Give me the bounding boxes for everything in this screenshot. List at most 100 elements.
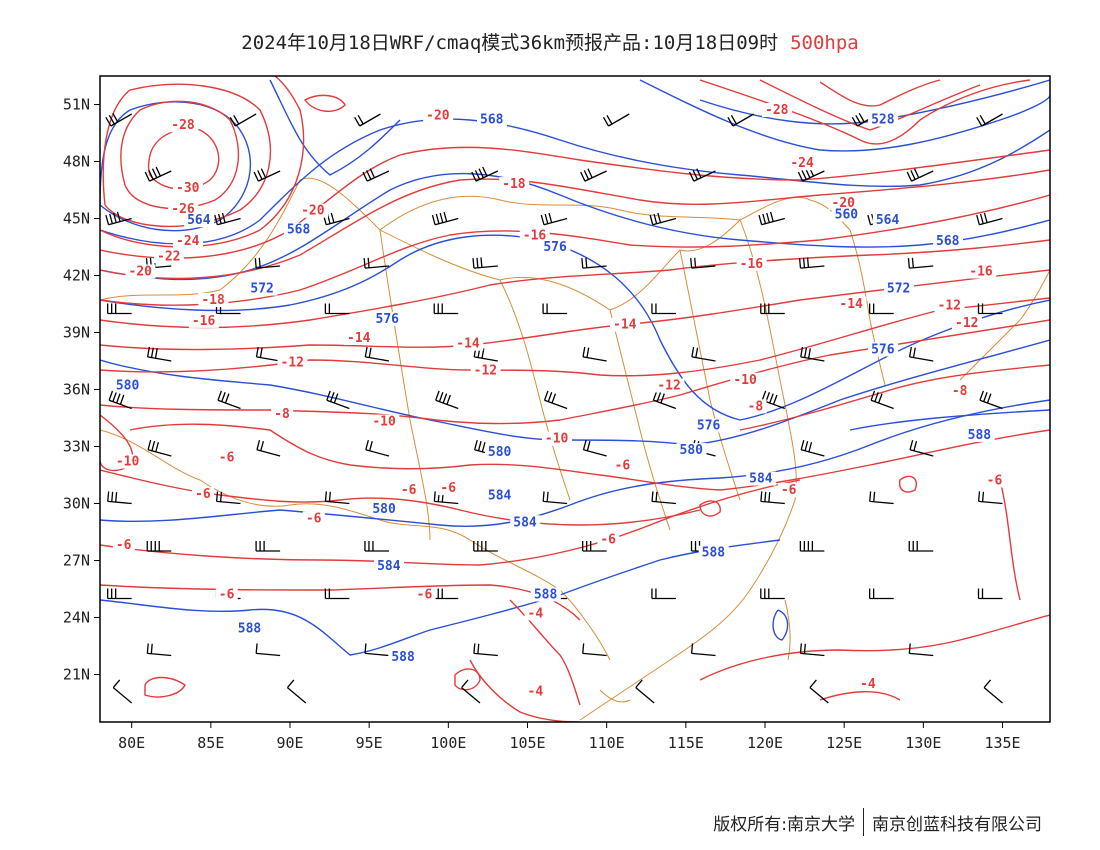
lon-tick-label: 105E: [509, 734, 545, 752]
temp-label: -16: [523, 228, 547, 243]
temp-label: -6: [195, 487, 211, 502]
height-label: 564: [187, 213, 211, 228]
temp-contour-east-north-1: [699, 79, 1031, 145]
wind-barb: [433, 303, 459, 315]
wind-barb: [906, 168, 934, 182]
height-label-bg: [510, 515, 541, 530]
lon-tick-label: 90E: [276, 734, 303, 752]
temp-label-bg: [215, 450, 238, 465]
map-frame: [99, 75, 1051, 723]
temp-label-bg: [787, 156, 818, 171]
height-label: 580: [680, 443, 704, 458]
wind-barb: [472, 257, 498, 269]
height-label: 588: [391, 650, 415, 665]
height-label-bg: [369, 502, 400, 516]
temp-label: -28: [765, 103, 789, 118]
temp-label-bg: [397, 483, 420, 497]
temp-label: -8: [952, 384, 968, 399]
border-hainan: [599, 689, 631, 703]
lat-tick-label: 39N: [63, 324, 90, 342]
wind-barb: [365, 439, 390, 457]
temp-label-bg: [736, 256, 767, 271]
wind-barb: [976, 113, 1003, 127]
wind-barb: [217, 390, 241, 410]
wind-barb: [651, 303, 676, 315]
temp-label: -30: [176, 181, 200, 196]
temp-label: -6: [219, 588, 235, 603]
height-label: 588: [702, 546, 726, 561]
height-label-bg: [693, 418, 724, 433]
height-label: 568: [480, 113, 504, 128]
temp-label-bg: [198, 293, 229, 307]
temp-label-bg: [857, 676, 879, 691]
wind-barb: [907, 257, 934, 269]
temp-label-bg: [744, 399, 767, 414]
temp-label: -6: [781, 483, 797, 498]
border-china-north: [100, 177, 851, 311]
temp-label: -10: [545, 432, 569, 447]
border-province-4: [679, 249, 741, 501]
temp-label: -6: [440, 481, 456, 496]
temp-label: -14: [613, 318, 637, 333]
wind-barb: [435, 390, 459, 410]
height-contour-584: [100, 399, 1050, 527]
wind-barb: [364, 346, 390, 362]
height-label: 584: [377, 559, 401, 574]
border-province-2: [499, 279, 571, 501]
wind-barb: [364, 541, 389, 552]
wind-barb: [107, 588, 132, 600]
lat-tick-label: 48N: [63, 153, 90, 171]
temp-contour-8: [739, 364, 1050, 431]
temp-contour-cell-2: [454, 668, 481, 691]
temp-label-bg: [777, 483, 800, 497]
wind-barb: [799, 541, 825, 552]
temp-label-bg: [610, 317, 640, 332]
wind-barb: [582, 346, 607, 362]
temp-label-bg: [423, 108, 454, 123]
wind-barb: [105, 211, 132, 226]
wind-barb: [324, 303, 350, 315]
lon-tick-label: 85E: [197, 734, 224, 752]
wind-barb: [582, 643, 607, 657]
temp-contour-east-north-3: [819, 79, 941, 107]
temp-label-bg: [828, 196, 859, 211]
temp-label: -20: [832, 196, 856, 211]
wind-barb: [760, 588, 785, 600]
wind-barb: [542, 491, 568, 505]
temp-label: -24: [176, 234, 200, 249]
wind-barb: [977, 491, 1003, 505]
wind-barb: [146, 643, 172, 657]
temp-label-bg: [654, 378, 685, 393]
chart-title: 2024年10月18日WRF/cmaq模式36km预报产品:10月18日09时 5…: [0, 28, 1100, 55]
temp-label: -6: [306, 512, 322, 527]
height-contour-588-east: [849, 409, 1050, 431]
height-label: 576: [543, 240, 567, 255]
temp-label: -6: [116, 538, 132, 553]
wind-barb: [652, 390, 677, 410]
temp-label: -20: [129, 265, 153, 280]
temp-label: -6: [615, 458, 631, 473]
temp-label: -4: [528, 607, 544, 622]
temp-label-bg: [524, 684, 547, 699]
height-contour-572: [100, 172, 1050, 281]
height-label: 576: [376, 312, 400, 327]
border-taiwan: [784, 599, 791, 661]
temp-label-bg: [934, 298, 965, 313]
wind-barb: [146, 541, 172, 552]
wind-barb: [690, 643, 716, 657]
temp-label-bg: [762, 103, 792, 117]
wind-barb: [461, 679, 481, 704]
temp-label: -4: [528, 684, 544, 699]
wind-barb: [471, 166, 499, 182]
lat-tick-label: 30N: [63, 495, 90, 513]
height-label-bg: [112, 378, 143, 393]
temp-label-bg: [112, 538, 135, 553]
wind-barb: [582, 439, 607, 457]
temp-label: -12: [474, 363, 497, 378]
temp-label-bg: [344, 331, 374, 345]
wind-barb: [326, 390, 350, 410]
temp-label: -10: [116, 455, 140, 470]
temp-label-bg: [541, 431, 572, 446]
temp-label-bg: [271, 407, 294, 421]
wind-barb: [908, 346, 934, 362]
